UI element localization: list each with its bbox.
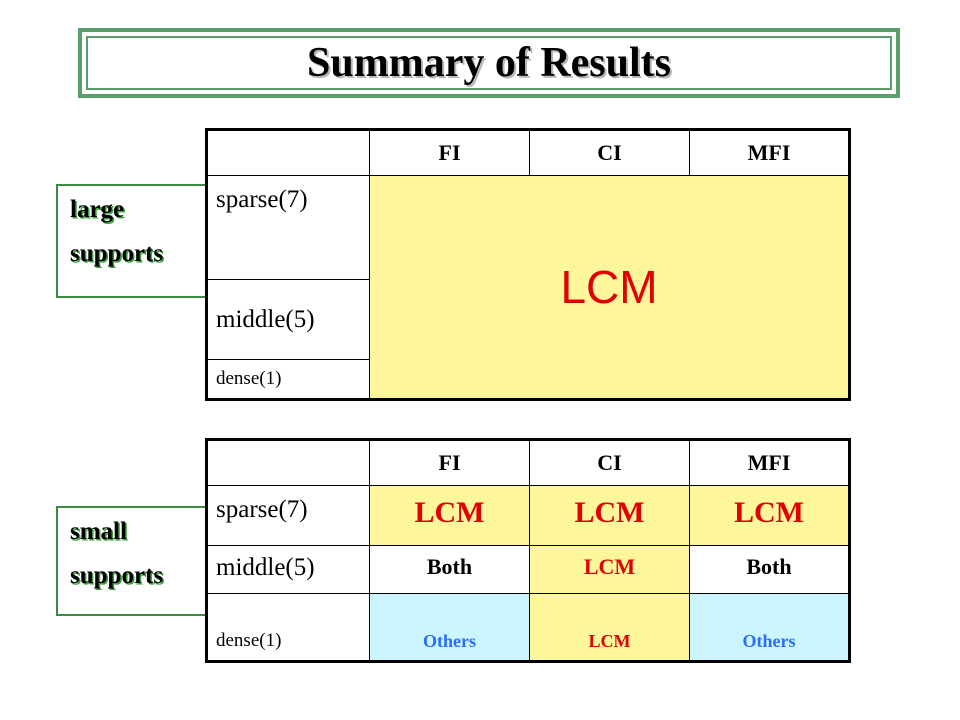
small-supports-line1: small	[70, 518, 127, 545]
row-label-middle: middle(5)	[206, 545, 370, 594]
cell-sparse-fi: LCM	[369, 485, 530, 546]
page-title: Summary of Results	[307, 40, 671, 86]
row-label-middle: middle(5)	[206, 279, 370, 360]
small-supports-line2: supports	[70, 562, 164, 589]
small-supports-table: FI CI MFI sparse(7) LCM LCM LCM middle(5…	[205, 438, 851, 663]
header-fi: FI	[369, 129, 530, 176]
header-fi: FI	[369, 439, 530, 486]
row-label-sparse: sparse(7)	[206, 485, 370, 546]
cell-middle-mfi: Both	[689, 545, 850, 594]
large-supports-line1: large	[70, 196, 125, 223]
cell-middle-ci: LCM	[529, 545, 690, 594]
table-row: middle(5)	[206, 279, 850, 360]
table-row: dense(1)	[206, 359, 850, 400]
table-header-row: FI CI MFI	[206, 439, 850, 486]
header-corner-cell	[206, 129, 370, 176]
header-ci: CI	[529, 439, 690, 486]
title-frame: Summary of Results	[78, 28, 900, 98]
large-supports-label-box: large supports	[56, 184, 206, 298]
table-row: middle(5) Both LCM Both	[206, 545, 850, 594]
large-supports-table: FI CI MFI sparse(7) LCM middle(5) dense(…	[205, 128, 851, 401]
merged-lcm-cell: LCM	[369, 175, 850, 400]
header-mfi: MFI	[689, 129, 850, 176]
header-ci: CI	[529, 129, 690, 176]
cell-sparse-ci: LCM	[529, 485, 690, 546]
row-label-dense: dense(1)	[206, 359, 370, 400]
small-supports-label-box: small supports	[56, 506, 206, 616]
large-supports-line2: supports	[70, 240, 164, 267]
table-row: dense(1) Others LCM Others	[206, 593, 850, 662]
row-label-sparse: sparse(7)	[206, 175, 370, 280]
table-header-row: FI CI MFI	[206, 129, 850, 176]
header-mfi: MFI	[689, 439, 850, 486]
table-row: sparse(7) LCM	[206, 175, 850, 400]
header-corner-cell	[206, 439, 370, 486]
cell-dense-fi: Others	[369, 593, 530, 662]
cell-dense-ci: LCM	[529, 593, 690, 662]
row-label-dense: dense(1)	[206, 593, 370, 662]
cell-dense-mfi: Others	[689, 593, 850, 662]
cell-sparse-mfi: LCM	[689, 485, 850, 546]
cell-middle-fi: Both	[369, 545, 530, 594]
table-row: sparse(7) LCM LCM LCM	[206, 485, 850, 546]
title-inner-frame: Summary of Results	[86, 36, 892, 90]
